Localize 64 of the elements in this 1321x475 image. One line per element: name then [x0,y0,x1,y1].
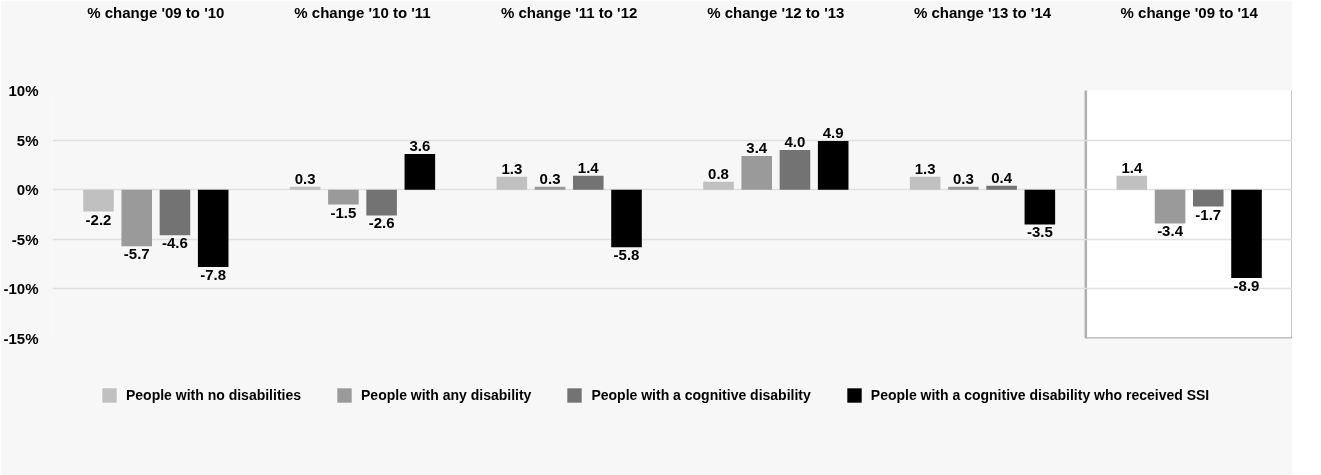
data-label: 0.4 [991,168,1013,186]
data-label: -8.9 [1233,276,1260,294]
x-tick-label: % change '11 to '12 [500,3,638,21]
x-tick-label: % change '13 to '14 [913,3,1052,21]
data-label: 1.3 [914,159,936,177]
y-tick-label: 5% [16,131,39,149]
bar [948,186,979,190]
data-label: -7.8 [200,266,227,284]
data-label: -1.5 [330,203,357,221]
bar [121,189,153,247]
bar [404,153,436,190]
data-label: 3.6 [409,136,431,154]
data-label: -2.6 [368,214,395,232]
x-tick-label: % change '12 to '13 [707,3,845,21]
legend-label: People with no disabilities [126,387,302,403]
data-label: 1.4 [577,158,600,176]
bar [289,186,321,190]
data-label: -1.7 [1195,205,1222,223]
x-tick-label: % change '10 to '11 [294,3,431,21]
data-label: 0.3 [539,169,561,187]
data-label: 1.3 [501,159,523,177]
data-label: -5.8 [613,246,640,264]
legend-label: People with a cognitive disability [591,387,811,403]
data-label: 4.9 [822,124,844,142]
data-label: -3.4 [1157,222,1184,240]
data-label: 0.3 [952,169,974,187]
y-tick-label: 10% [8,82,39,99]
y-tick-label: 0% [16,181,39,199]
data-label: 0.3 [294,169,316,187]
bar [1116,175,1148,190]
bar [534,186,566,190]
bar [1154,189,1186,224]
data-label: 4.0 [784,133,806,151]
legend-label: People with any disability [361,387,532,403]
bar [611,189,642,248]
bar [779,150,811,190]
data-label: -4.6 [162,234,188,252]
bar [572,175,604,190]
y-tick-label: -5% [11,230,39,248]
data-label: -5.7 [123,245,150,263]
x-tick-label: % change '09 to '14 [1120,3,1259,21]
bar [1231,189,1262,278]
legend-label: People with a cognitive disability who received SSI [870,387,1210,403]
bar [496,176,528,190]
data-label: -2.2 [85,210,112,228]
bar [986,185,1017,190]
bar [1024,189,1056,225]
bar [83,189,114,212]
x-tick-label: % change '09 to '10 [87,3,225,21]
data-label: 3.4 [746,138,768,156]
data-label: -3.5 [1026,223,1053,241]
y-tick-label: -10% [3,280,39,298]
bar [366,189,397,216]
bar [1192,189,1224,207]
bar [909,176,941,190]
bar [159,189,191,236]
bar [328,189,359,205]
bar [703,181,734,190]
y-tick-label: -15% [3,330,39,347]
data-label: 1.4 [1121,158,1143,176]
data-label: 0.8 [708,164,729,182]
bar [817,141,849,190]
bar [197,189,229,268]
bar [741,155,773,190]
